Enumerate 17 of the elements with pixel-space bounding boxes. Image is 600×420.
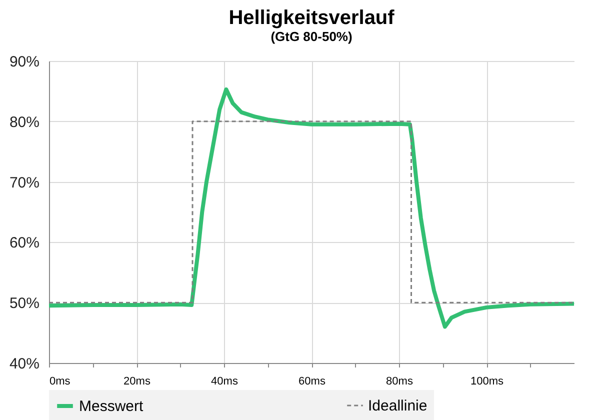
x-tick-label: 100ms — [470, 376, 504, 388]
y-tick-label: 40% — [9, 356, 40, 372]
legend-label: Messwert — [79, 398, 144, 415]
x-tick-label: 80ms — [386, 376, 414, 388]
y-tick-label: 90% — [9, 54, 40, 70]
x-tick-label: 20ms — [124, 376, 151, 388]
y-tick-label: 80% — [9, 114, 40, 131]
x-tick-label: 40ms — [211, 376, 238, 388]
legend-label: Ideallinie — [368, 398, 428, 414]
y-tick-label: 50% — [9, 295, 40, 312]
chart-subtitle: (GtG 80-50%) — [270, 29, 352, 44]
y-tick-label: 60% — [9, 234, 40, 252]
y-tick-label: 70% — [9, 174, 40, 192]
chart-title: Helligkeitsverlauf — [228, 7, 395, 29]
x-tick-label: 0ms — [50, 376, 71, 388]
x-tick-label: 60ms — [298, 376, 326, 388]
line-series — [47, 87, 576, 329]
